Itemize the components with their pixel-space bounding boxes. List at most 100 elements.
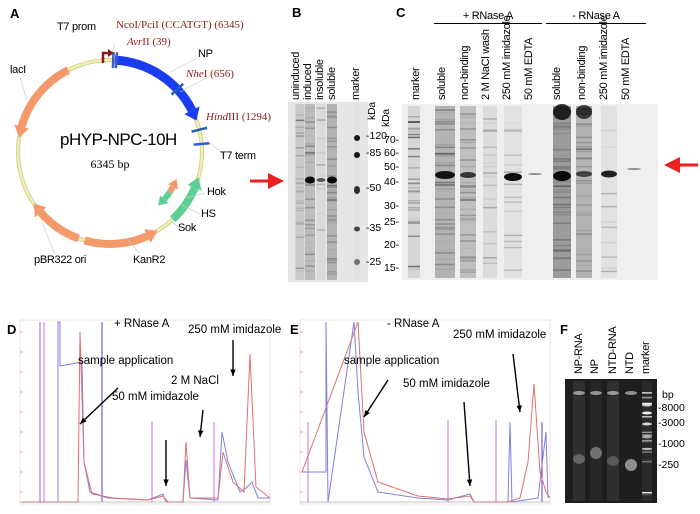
gel-band (435, 188, 455, 190)
site-avrii: AvrII (39) (127, 36, 171, 48)
gel-band (460, 147, 476, 149)
gel-band (295, 132, 305, 134)
label-hok: Hok (207, 186, 226, 198)
gel-band (642, 439, 652, 442)
gel-band (576, 195, 592, 197)
gel-band (576, 214, 592, 216)
gel-band (296, 219, 305, 221)
gel-band (504, 123, 522, 125)
gel-band (305, 219, 315, 222)
chrom-d-sample-application: sample application (78, 355, 174, 367)
gel-band (460, 208, 476, 211)
gel-band (576, 105, 592, 119)
gel-band (327, 261, 337, 264)
chrom-e-condition: - RNase A (387, 318, 440, 330)
label-t7-term: T7 term (220, 150, 256, 162)
gel-band (483, 146, 497, 149)
gel-band (305, 270, 315, 272)
gel-band (483, 129, 497, 131)
gel-band (642, 396, 652, 398)
gel-band (460, 256, 476, 258)
gel-band (305, 198, 315, 200)
gel-band (553, 250, 571, 253)
gel-lane (435, 106, 455, 278)
gel-band (553, 148, 571, 151)
gel-b-marker-50: -50 (366, 182, 382, 194)
gel-band (435, 146, 455, 149)
gel-band (576, 212, 592, 215)
np-gene (114, 55, 196, 113)
gel-band (305, 151, 315, 154)
gel-band (317, 134, 326, 136)
gel-band (553, 132, 571, 135)
gel-band (576, 264, 592, 266)
gel-band (483, 251, 497, 253)
gel-band (601, 256, 617, 258)
chrom-e-sample-application: sample application (344, 355, 440, 367)
gel-band (295, 186, 305, 189)
gel-band (305, 206, 315, 209)
gel-band (553, 206, 571, 209)
gel-band (408, 182, 420, 185)
site-nhei-italic: Nhe (186, 68, 204, 80)
gel-band (483, 198, 497, 200)
gel-band (305, 253, 315, 256)
gel-band (573, 391, 585, 395)
gel-band (460, 139, 476, 141)
gel-band (504, 164, 522, 166)
gel-band (295, 119, 305, 122)
label-laci: lacI (10, 64, 26, 76)
gel-lane (576, 106, 592, 278)
gel-band (305, 184, 315, 186)
gel-band (625, 391, 637, 395)
gel-c-marker-label: 50- (384, 161, 400, 173)
restriction-site-tick (170, 82, 184, 96)
gel-band (460, 141, 476, 144)
panel-f-label: F (560, 322, 568, 337)
red-arrow-icon (250, 173, 284, 189)
gel-band (460, 219, 476, 221)
gel-band (504, 240, 522, 243)
gel-band (576, 211, 592, 213)
gel-band (327, 114, 337, 117)
hs-arrow-1-head (167, 178, 178, 190)
gel-band (553, 122, 571, 125)
gel-band (435, 218, 455, 221)
gel-band (435, 171, 455, 179)
gel-band (642, 460, 652, 463)
kanr2-gene (83, 232, 150, 248)
gel-band (460, 122, 476, 124)
arrow-shaft (463, 401, 471, 487)
gel-band (553, 213, 571, 216)
gel-band (460, 258, 476, 260)
gel-band (295, 190, 305, 192)
gel-band (327, 209, 337, 211)
gel-band (483, 262, 497, 265)
lane-label-ntd-rna: NTD-RNA (607, 326, 619, 374)
gel-band (295, 200, 305, 202)
gel-band (435, 152, 455, 155)
gel-band (576, 218, 592, 220)
gel-c (402, 104, 658, 280)
gel-band (435, 164, 455, 167)
arrow-head (198, 430, 204, 437)
gel-band (576, 253, 592, 256)
gel-band (576, 171, 592, 177)
gel-band (435, 201, 455, 203)
kanr2-gene-head (144, 229, 158, 243)
lane-label-soluble: soluble (326, 67, 338, 100)
gel-band (305, 145, 315, 148)
gel-lane (295, 104, 305, 280)
gel-band (408, 209, 420, 211)
gel-band (553, 257, 571, 260)
gel-band (553, 249, 571, 251)
gel-band (305, 207, 315, 209)
gel-band (553, 168, 571, 170)
gel-band (553, 269, 571, 271)
gel-lane (327, 104, 337, 280)
gel-band (408, 265, 420, 268)
gel-band (601, 270, 617, 273)
gel-band (316, 229, 326, 231)
panel-d-label: D (7, 322, 17, 337)
gel-band (408, 235, 420, 237)
